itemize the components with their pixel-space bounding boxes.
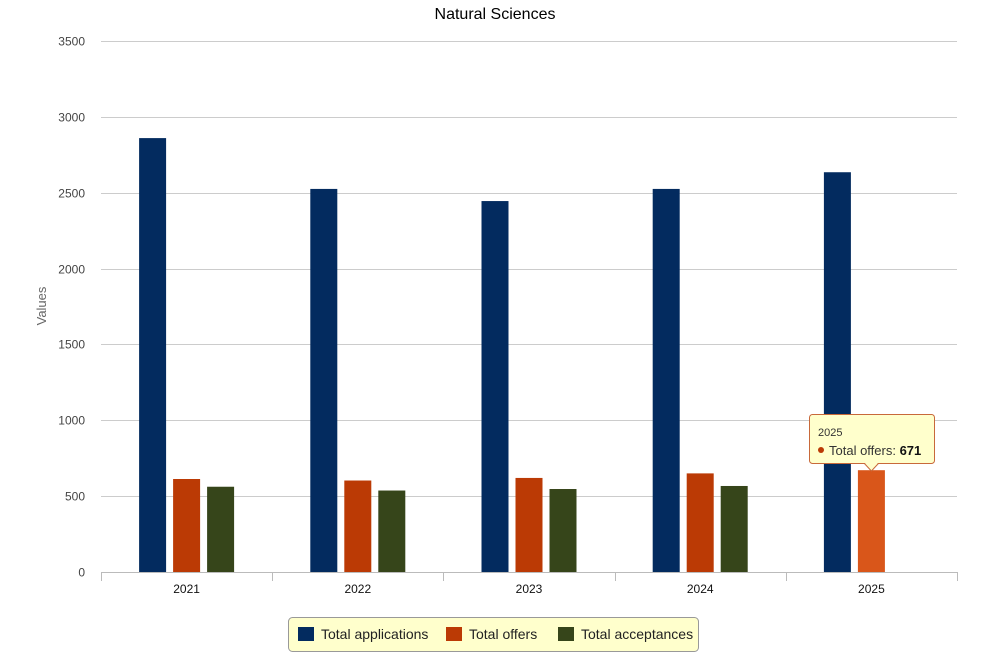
tooltip: 2025 Total offers: 671 [809,414,935,472]
y-tick-label: 2000 [58,263,85,277]
legend-box [288,617,699,652]
bars[interactable] [139,138,885,573]
tooltip-pointer-mask [865,462,878,465]
legend-swatch[interactable] [558,627,574,641]
y-tick-label: 3500 [58,35,85,49]
gridlines [101,41,957,497]
bar[interactable] [139,138,167,572]
y-tick-label: 1500 [58,338,85,352]
y-axis-label: Values [34,286,49,325]
tooltip-bullet-icon [818,447,824,453]
legend-swatch[interactable] [446,627,462,641]
chart-title: Natural Sciences [435,6,556,23]
legend-item-label[interactable]: Total applications [321,626,428,642]
x-axis: 2021 2022 2023 2024 2025 [101,572,958,596]
legend-item-label[interactable]: Total offers [469,626,537,642]
legend-swatch[interactable] [298,627,314,641]
y-tick-label: 2500 [58,187,85,201]
x-tick-label: 2022 [344,582,371,596]
x-tick-label: 2025 [858,582,885,596]
x-tick-label: 2021 [173,582,200,596]
x-tick-label: 2023 [516,582,543,596]
bar[interactable] [823,172,851,573]
bar[interactable] [207,486,235,572]
y-tick-label: 3000 [58,111,85,125]
tooltip-value: 671 [900,443,922,458]
bar[interactable] [652,188,680,572]
bar[interactable] [857,470,885,572]
bar[interactable] [481,201,509,572]
bar[interactable] [378,490,406,572]
bar[interactable] [344,480,372,572]
y-axis-ticks: 0 500 1000 1500 2000 2500 3000 3500 [58,35,85,580]
bar[interactable] [549,489,577,572]
bar[interactable] [686,473,714,572]
bar[interactable] [310,188,338,572]
bar[interactable] [515,477,543,572]
tooltip-pointer [864,463,879,472]
bar[interactable] [720,485,748,572]
bar[interactable] [173,478,201,572]
legend: Total applications Total offers Total acce… [288,617,699,652]
y-tick-label: 500 [65,490,85,504]
y-tick-label: 0 [78,566,85,580]
y-tick-label: 1000 [58,414,85,428]
tooltip-category: 2025 [818,427,842,439]
tooltip-series-text: Total offers: 671 [829,443,921,458]
x-tick-label: 2024 [687,582,714,596]
legend-item-label[interactable]: Total acceptances [581,626,693,642]
